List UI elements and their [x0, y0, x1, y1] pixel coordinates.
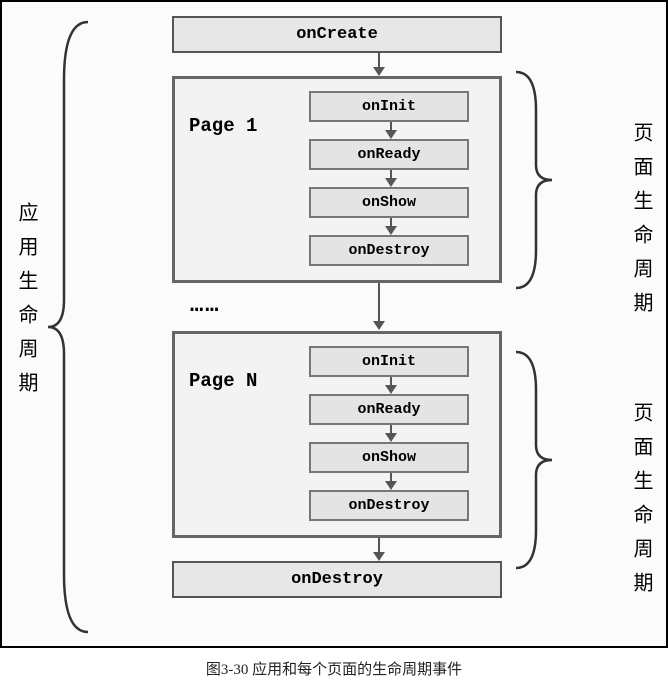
arrow [384, 377, 398, 394]
arrow [384, 122, 398, 139]
pageN-title: Page N [189, 370, 257, 392]
arrow [372, 538, 386, 561]
arrow [372, 283, 386, 330]
pageN-onready: onReady [309, 394, 469, 425]
arrow [384, 170, 398, 187]
page1-frame: Page 1 onInit onReady onShow onDestroy [172, 76, 502, 283]
arrow [384, 218, 398, 235]
left-label: 应用生命周期 [12, 202, 41, 406]
page1-ondestroy: onDestroy [309, 235, 469, 266]
flow-column: onCreate Page 1 onInit onReady onShow on… [172, 16, 502, 598]
page1-onready: onReady [309, 139, 469, 170]
pageN-oninit: onInit [309, 346, 469, 377]
page1-oninit: onInit [309, 91, 469, 122]
arrow [384, 473, 398, 490]
oncreate-box: onCreate [172, 16, 502, 53]
ondestroy-box: onDestroy [172, 561, 502, 598]
arrow [372, 53, 386, 76]
page1-title: Page 1 [189, 115, 257, 137]
pageN-frame: Page N onInit onReady onShow onDestroy [172, 331, 502, 538]
right-brace-1 [514, 70, 554, 290]
figure-caption: 图3-30 应用和每个页面的生命周期事件 [0, 648, 668, 689]
pageN-ondestroy: onDestroy [309, 490, 469, 521]
right-label-1: 页面生命周期 [627, 122, 656, 326]
right-label-2: 页面生命周期 [627, 402, 656, 606]
right-brace-2 [514, 350, 554, 570]
left-brace [46, 20, 92, 634]
arrow [384, 425, 398, 442]
pageN-onshow: onShow [309, 442, 469, 473]
diagram-frame: 应用生命周期 页面生命周期 页面生命周期 onCreate Page 1 onI… [0, 0, 668, 648]
ellipsis: …… [172, 291, 220, 318]
page1-onshow: onShow [309, 187, 469, 218]
